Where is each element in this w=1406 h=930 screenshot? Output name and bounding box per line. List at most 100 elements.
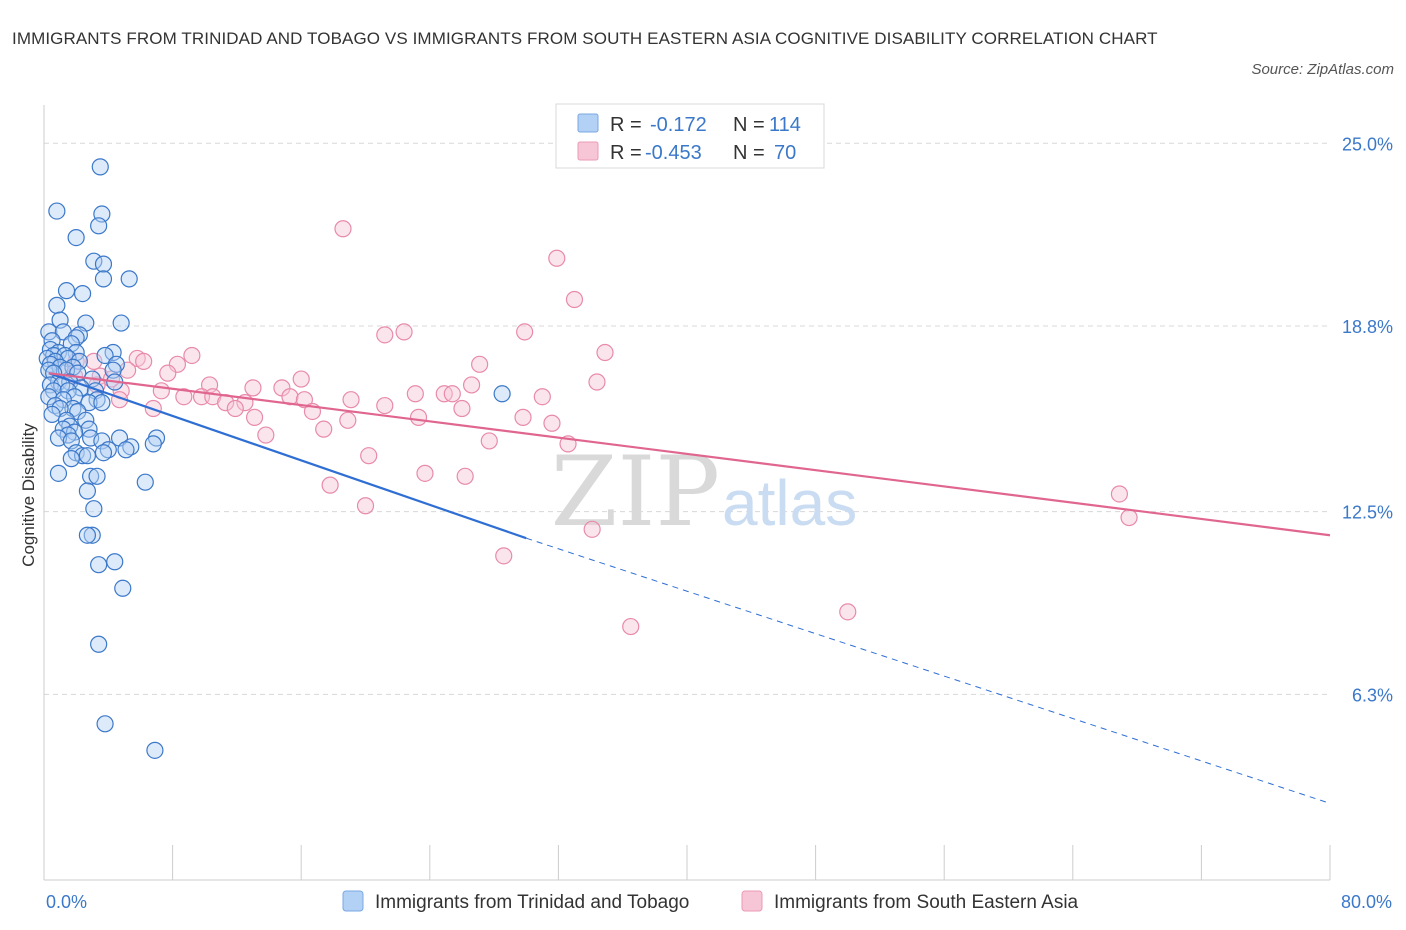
- axes: [43, 105, 1331, 881]
- trinidad-point: [78, 447, 97, 465]
- trinidad-point: [62, 450, 80, 468]
- trinidad-point: [85, 500, 103, 518]
- southeast-asia-point: [152, 382, 170, 400]
- southeast-asia-point: [471, 355, 489, 373]
- trinidad-point: [146, 741, 164, 759]
- southeast-asia-point: [588, 373, 606, 391]
- legend-n-value-2: 70: [774, 142, 796, 164]
- legend-r-value-2: -0.453: [645, 142, 702, 164]
- trinidad-point: [91, 158, 109, 176]
- trinidad-point: [48, 202, 66, 220]
- y-tick-label: 6.3%: [1352, 685, 1393, 705]
- southeast-asia-point: [1120, 508, 1138, 527]
- southeast-asia-point: [339, 411, 357, 429]
- bottom-legend-blue-swatch: [342, 890, 364, 912]
- x-tick-label-max: 80.0%: [1341, 892, 1392, 912]
- trinidad-point: [77, 411, 95, 429]
- trinidad-point: [114, 579, 132, 597]
- trinidad-point: [93, 394, 111, 412]
- trinidad-point: [90, 635, 108, 653]
- trinidad-point: [73, 447, 92, 465]
- southeast-asia-point: [622, 617, 640, 636]
- trinidad-point: [493, 385, 511, 403]
- southeast-asia-point: [456, 467, 474, 485]
- southeast-asia-point: [321, 476, 339, 494]
- southeast-asia-point: [342, 391, 360, 409]
- trinidad-point: [122, 438, 140, 456]
- trinidad-point: [90, 217, 108, 235]
- watermark: ZIP atlas: [551, 436, 857, 548]
- southeast-asia-point: [315, 420, 333, 438]
- southeast-asia-point: [135, 352, 153, 370]
- southeast-asia-point: [395, 323, 413, 341]
- trinidad-point: [43, 405, 61, 424]
- y-axis-label: Cognitive Disability: [19, 423, 38, 567]
- bottom-legend: Immigrants from Trinidad and Tobago Immi…: [342, 890, 1079, 913]
- trinidad-point: [94, 255, 113, 273]
- southeast-asia-point: [443, 385, 461, 403]
- southeast-asia-trend-line: [48, 372, 1331, 537]
- southeast-asia-point: [548, 249, 566, 267]
- southeast-asia-point: [543, 414, 561, 432]
- chart-title: IMMIGRANTS FROM TRINIDAD AND TOBAGO VS I…: [12, 29, 1158, 48]
- southeast-asia-point: [159, 364, 177, 382]
- southeast-asia-point: [334, 220, 352, 238]
- trinidad-point: [80, 394, 98, 412]
- southeast-asia-point: [360, 447, 378, 465]
- southeast-asia-point: [257, 426, 275, 444]
- series-southeast-asia-points: [53, 220, 1138, 636]
- southeast-asia-point: [356, 497, 375, 515]
- southeast-asia-point: [583, 520, 601, 538]
- trinidad-point: [112, 314, 130, 332]
- southeast-asia-point: [175, 388, 193, 406]
- trinidad-point: [90, 556, 108, 574]
- southeast-asia-point: [480, 432, 498, 450]
- southeast-asia-point: [226, 399, 244, 418]
- series-trinidad-points: [38, 158, 511, 759]
- legend-frame: [555, 103, 825, 169]
- trinidad-point: [73, 284, 92, 303]
- trinidad-point: [117, 441, 135, 459]
- trinidad-point: [88, 467, 106, 485]
- legend-n-value-1: 114: [769, 114, 801, 136]
- southeast-asia-point: [462, 376, 481, 394]
- trinidad-point: [144, 435, 162, 453]
- trinidad-point: [67, 229, 85, 247]
- grid-lines: [44, 142, 1330, 695]
- y-tick-label: 12.5%: [1342, 503, 1393, 523]
- trinidad-point: [94, 270, 113, 288]
- southeast-asia-point: [533, 388, 551, 406]
- southeast-asia-point: [376, 326, 394, 344]
- southeast-asia-point: [453, 399, 471, 418]
- watermark-zip: ZIP: [551, 436, 720, 548]
- trinidad-point: [78, 526, 97, 544]
- southeast-asia-point: [244, 379, 262, 397]
- trinidad-point: [40, 388, 58, 406]
- bottom-legend-blue-label: Immigrants from Trinidad and Tobago: [375, 892, 689, 913]
- trinidad-point: [96, 346, 114, 365]
- trinidad-point: [49, 464, 68, 482]
- legend-box: R = -0.172 N = 114 R = -0.453 N = 70: [555, 103, 825, 169]
- legend-r-label-2: R =: [610, 142, 642, 164]
- trinidad-point: [59, 382, 77, 400]
- southeast-asia-point: [295, 391, 314, 409]
- southeast-asia-point: [516, 323, 534, 341]
- legend-n-label-1: N =: [733, 114, 765, 136]
- trinidad-trend-line: [48, 372, 527, 540]
- southeast-asia-point: [514, 408, 532, 426]
- legend-r-value-1: -0.172: [650, 114, 707, 136]
- legend-r-label-1: R =: [610, 114, 642, 136]
- trinidad-point: [57, 282, 76, 300]
- trinidad-point: [85, 252, 103, 270]
- trinidad-point: [46, 396, 64, 415]
- trinidad-point: [40, 323, 58, 341]
- bottom-legend-pink-swatch: [741, 890, 763, 912]
- trinidad-point: [78, 482, 97, 500]
- trinidad-point: [82, 429, 100, 447]
- trinidad-point: [136, 473, 154, 491]
- trinidad-trend-extension: [526, 537, 1331, 804]
- y-tick-labels: 6.3% 12.5% 18.8% 25.0%: [1342, 134, 1393, 705]
- legend-blue-swatch: [577, 113, 599, 133]
- bottom-legend-pink-label: Immigrants from South Eastern Asia: [774, 892, 1079, 913]
- x-tick-label-min: 0.0%: [46, 892, 87, 912]
